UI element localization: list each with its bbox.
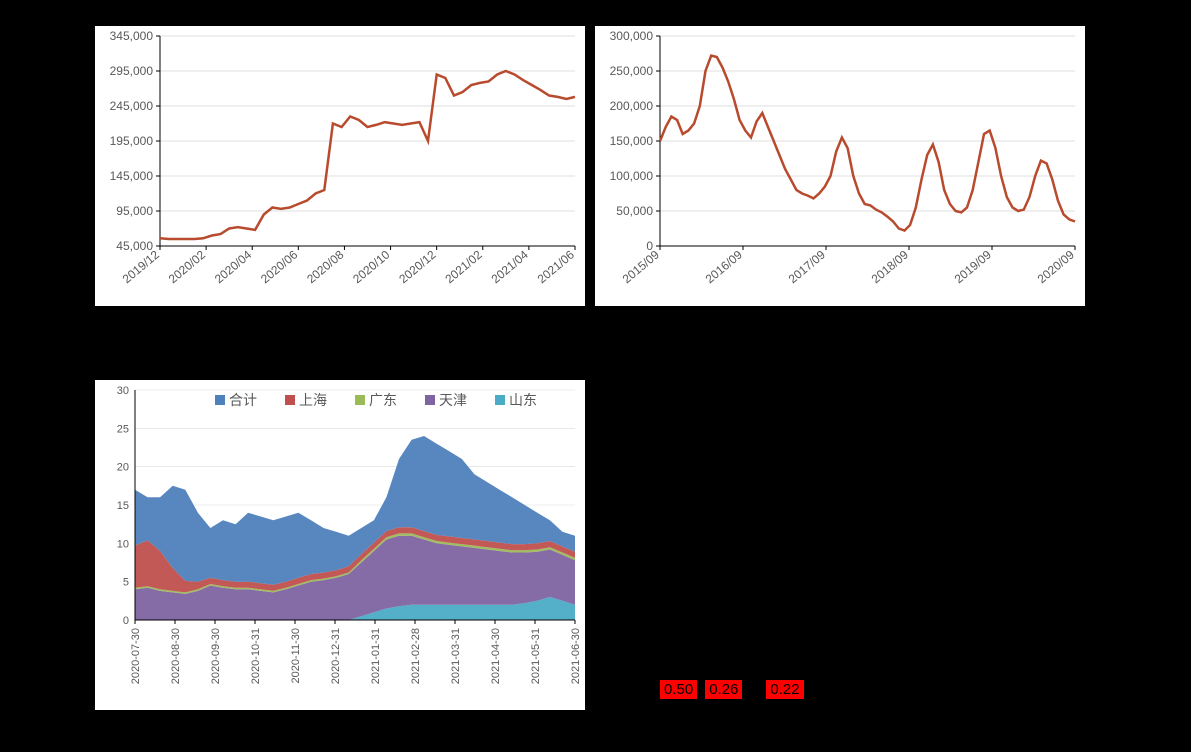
chart1-panel: 45,00095,000145,000195,000245,000295,000… <box>95 26 585 306</box>
svg-text:2020-10-31: 2020-10-31 <box>250 628 262 684</box>
svg-text:2020-12-31: 2020-12-31 <box>330 628 342 684</box>
svg-text:100,000: 100,000 <box>610 169 654 183</box>
svg-text:2015/09: 2015/09 <box>620 247 662 286</box>
svg-text:山东: 山东 <box>509 392 537 408</box>
svg-text:合计: 合计 <box>229 392 257 408</box>
bottom-value: 0.26 <box>705 680 742 699</box>
svg-text:145,000: 145,000 <box>110 169 154 183</box>
svg-text:2020/09: 2020/09 <box>1035 247 1077 286</box>
svg-text:广东: 广东 <box>369 392 397 408</box>
svg-text:95,000: 95,000 <box>116 204 153 218</box>
bottom-value: 0.50 <box>660 680 697 699</box>
svg-text:50,000: 50,000 <box>616 204 653 218</box>
svg-text:345,000: 345,000 <box>110 29 154 43</box>
svg-text:2020-09-30: 2020-09-30 <box>210 628 222 684</box>
svg-text:2020/12: 2020/12 <box>396 247 438 286</box>
svg-text:2017/09: 2017/09 <box>786 247 828 286</box>
svg-text:10: 10 <box>117 538 129 550</box>
svg-text:300,000: 300,000 <box>610 29 654 43</box>
svg-text:0: 0 <box>123 615 129 627</box>
svg-text:2016/09: 2016/09 <box>703 247 745 286</box>
bottom-value <box>750 680 758 699</box>
svg-text:25: 25 <box>117 423 129 435</box>
svg-text:150,000: 150,000 <box>610 134 654 148</box>
svg-text:2020-11-30: 2020-11-30 <box>290 628 302 683</box>
svg-text:2020/04: 2020/04 <box>212 247 254 286</box>
svg-text:2021-04-30: 2021-04-30 <box>490 628 502 684</box>
svg-text:上海: 上海 <box>299 392 327 408</box>
svg-text:2021/04: 2021/04 <box>489 247 531 286</box>
svg-text:30: 30 <box>117 385 129 397</box>
chart2-panel: 050,000100,000150,000200,000250,000300,0… <box>595 26 1085 306</box>
svg-text:2020-07-30: 2020-07-30 <box>130 628 142 684</box>
svg-text:2021-06-30: 2021-06-30 <box>570 628 582 684</box>
bottom-value: 0.22 <box>766 680 803 699</box>
svg-text:2020/08: 2020/08 <box>304 247 346 286</box>
svg-text:2020/10: 2020/10 <box>350 247 392 286</box>
svg-text:250,000: 250,000 <box>610 64 654 78</box>
svg-text:295,000: 295,000 <box>110 64 154 78</box>
bottom-values-row: 0.50 0.26 0.22 <box>660 680 804 699</box>
svg-text:2019/09: 2019/09 <box>952 247 994 286</box>
svg-text:2018/09: 2018/09 <box>869 247 911 286</box>
svg-text:2021-02-28: 2021-02-28 <box>410 628 422 684</box>
svg-text:5: 5 <box>123 577 129 589</box>
svg-text:2019/12: 2019/12 <box>120 247 162 286</box>
svg-text:天津: 天津 <box>439 392 467 408</box>
svg-text:245,000: 245,000 <box>110 99 154 113</box>
svg-text:2020-08-30: 2020-08-30 <box>170 628 182 684</box>
svg-text:2021-05-31: 2021-05-31 <box>530 628 542 684</box>
svg-text:2021-03-31: 2021-03-31 <box>450 628 462 684</box>
svg-text:200,000: 200,000 <box>610 99 654 113</box>
svg-text:2021-01-31: 2021-01-31 <box>370 628 382 684</box>
svg-text:2020/02: 2020/02 <box>166 247 208 286</box>
svg-text:15: 15 <box>117 500 129 512</box>
chart3-panel: 0 5 10 15 20 25 30 2020-07-30 2020-08-30 2020-09-… <box>95 380 585 710</box>
svg-text:2021/06: 2021/06 <box>535 247 577 286</box>
svg-text:2021/02: 2021/02 <box>442 247 484 286</box>
svg-text:20: 20 <box>117 462 129 474</box>
svg-text:195,000: 195,000 <box>110 134 154 148</box>
svg-text:2020/06: 2020/06 <box>258 247 300 286</box>
